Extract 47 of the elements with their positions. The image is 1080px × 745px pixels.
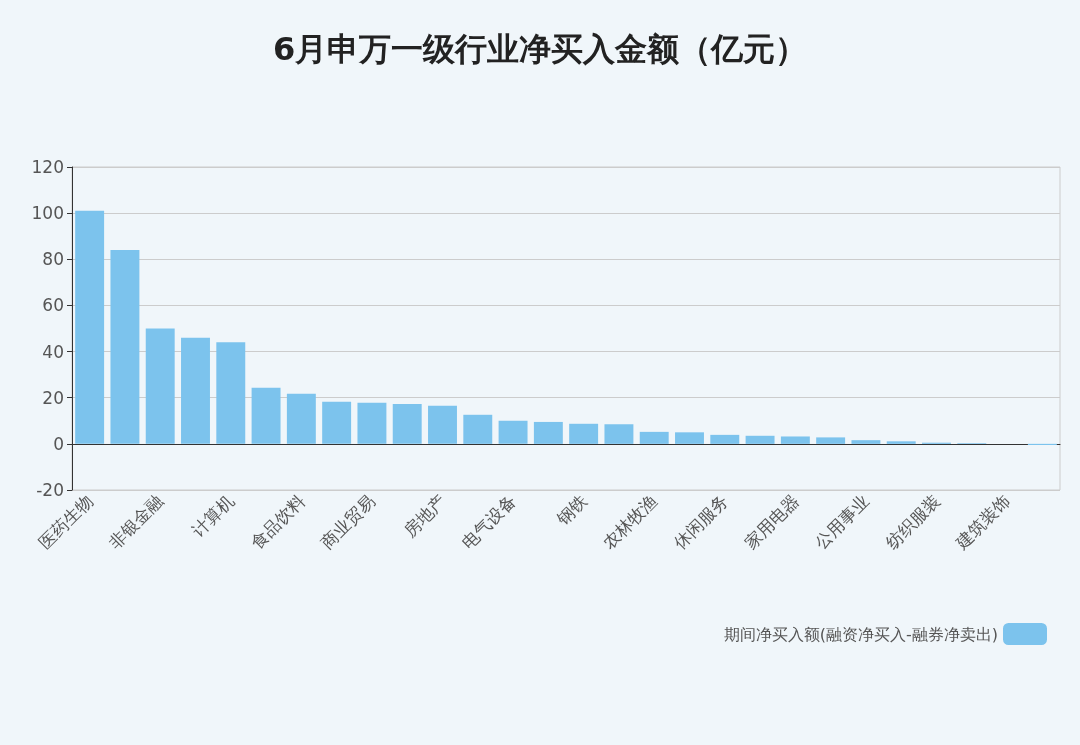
x-tick-label: 食品饮料 <box>246 490 309 554</box>
x-tick-label: 建筑装饰 <box>951 490 1015 554</box>
bar <box>75 210 105 444</box>
bar <box>675 432 704 444</box>
y-tick-label: 80 <box>42 249 64 270</box>
x-tick-label: 家用电器 <box>740 490 803 554</box>
bar <box>745 435 775 444</box>
bar <box>216 342 246 444</box>
bar <box>392 403 422 444</box>
bar <box>463 414 493 444</box>
bar <box>604 424 634 444</box>
bar <box>322 401 352 444</box>
x-tick-label: 非银金融 <box>105 490 168 554</box>
bar <box>780 436 810 444</box>
bar <box>816 437 846 444</box>
y-tick-label: 40 <box>42 341 64 362</box>
bar <box>569 423 599 444</box>
bar <box>886 441 916 444</box>
legend-label: 期间净买入额(融资净买入-融券净卖出) <box>723 624 998 644</box>
bar <box>110 250 140 444</box>
bar <box>639 431 669 444</box>
bar <box>851 440 881 444</box>
bar <box>251 387 281 444</box>
x-tick-label: 钢铁 <box>551 490 591 530</box>
x-tick-label: 公用事业 <box>810 490 873 554</box>
y-tick-label: -20 <box>36 480 64 500</box>
bar <box>428 405 457 444</box>
bar <box>357 402 387 444</box>
x-tick-label: 纺织服装 <box>881 490 944 554</box>
y-tick-label: 100 <box>31 203 64 224</box>
x-tick-label: 商业贸易 <box>316 490 379 554</box>
y-tick-label: 60 <box>42 295 64 316</box>
x-tick-label: 农林牧渔 <box>599 490 662 554</box>
x-tick-label: 房地产 <box>399 490 450 542</box>
y-tick-label: 20 <box>42 387 64 408</box>
bar <box>533 421 563 444</box>
bar <box>710 434 740 444</box>
chart-title: 6月申万一级行业净买入金额（亿元） <box>272 30 808 68</box>
x-tick-label: 休闲服务 <box>669 490 732 554</box>
bar <box>181 337 210 444</box>
bar <box>498 420 528 444</box>
bar <box>286 393 316 444</box>
bar <box>145 328 175 444</box>
y-tick-label: 120 <box>31 157 64 177</box>
x-tick-label: 电气设备 <box>457 490 521 554</box>
y-tick-label: 0 <box>53 433 64 454</box>
x-tick-label: 计算机 <box>187 490 238 542</box>
